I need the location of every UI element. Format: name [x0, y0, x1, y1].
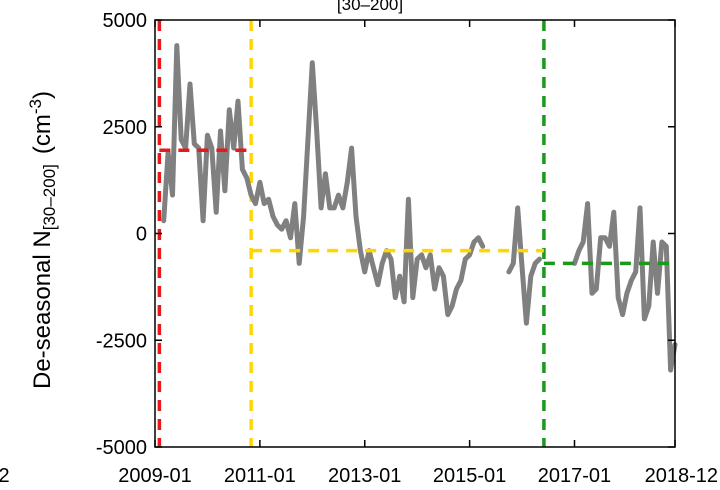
series-line-segment-1 — [161, 43, 486, 318]
ylabel-unit-sup: -3 — [26, 99, 45, 114]
svg-text:De-seasonal N[30–200](cm-3): De-seasonal N[30–200] (cm-3) — [26, 91, 60, 389]
y-tick-label: 5000 — [103, 10, 148, 32]
ylabel-unit-open: (cm — [29, 114, 56, 154]
x-tick-label: 2015-01 — [433, 465, 506, 487]
x-tick-label: 2011-01 — [224, 465, 296, 487]
left-edge-tick-fragment: 2 — [0, 465, 10, 487]
x-tick-label: 2013-01 — [328, 465, 401, 487]
y-tick-label: 0 — [136, 224, 147, 246]
series-line-segment-2 — [506, 205, 542, 326]
series-line-segment-3 — [572, 201, 678, 373]
x-tick-label: 2018-12 — [645, 465, 718, 487]
x-tick-label: 2009-01 — [118, 465, 191, 487]
ylabel-subscript: [30–200] — [40, 164, 59, 230]
y-tick-label: 2500 — [103, 117, 148, 139]
y-tick-label: -2500 — [96, 330, 147, 352]
ylabel-unit-close: ) — [29, 91, 56, 99]
x-tick-label: 2017-01 — [538, 465, 611, 487]
y-tick-label: -5000 — [96, 437, 147, 459]
axis-layer: 5000 2500 0 -2500 -5000 2009-01 2011-01 2013-01… — [96, 10, 718, 487]
chart-title-fragment: [30–200] — [337, 0, 403, 14]
plot-layer — [157, 20, 678, 447]
y-axis-label: De-seasonal N[30–200] (cm-3) — [26, 91, 60, 389]
plot-frame — [154, 19, 676, 448]
ylabel-main: De-seasonal N — [29, 230, 56, 389]
